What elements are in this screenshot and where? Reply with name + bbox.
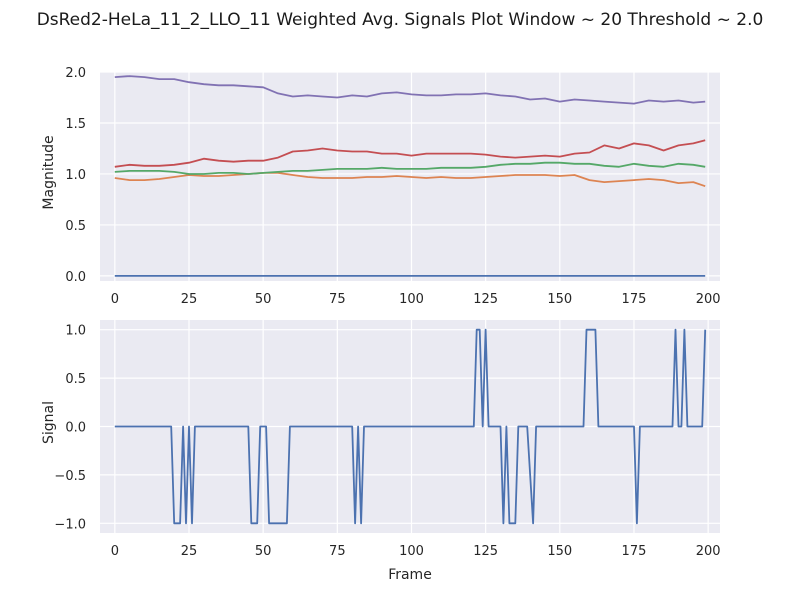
- magnitude-ytick-label: 0.0: [65, 270, 86, 285]
- signal-xtick-label: 150: [547, 544, 572, 559]
- signal-plot-ylabel: Signal: [41, 401, 57, 444]
- magnitude-ytick-label: 2.0: [65, 66, 86, 81]
- magnitude-series-line-5: [114, 75, 706, 105]
- signal-xtick-label: 75: [329, 544, 346, 559]
- signal-ytick-label: 0.0: [65, 421, 86, 436]
- signal-plot-series: [114, 328, 707, 525]
- magnitude-xtick-label: 125: [473, 292, 498, 307]
- magnitude-plot-ticks: 0 25 50 75 100 125 150 175 200 0.0 0.5 1.0 1.5 2.0: [65, 66, 720, 307]
- magnitude-xtick-label: 50: [255, 292, 272, 307]
- signal-xtick-label: 50: [255, 544, 272, 559]
- magnitude-xtick-label: 100: [399, 292, 424, 307]
- magnitude-ytick-label: 1.5: [65, 117, 86, 132]
- magnitude-xtick-label: 200: [696, 292, 721, 307]
- signal-ytick-label: 1.0: [65, 324, 86, 339]
- signal-ytick-label: 0.5: [65, 372, 86, 387]
- magnitude-ytick-label: 0.5: [65, 219, 86, 234]
- magnitude-plot-ylabel: Magnitude: [41, 135, 57, 209]
- magnitude-plot-series: [114, 75, 706, 277]
- signal-plot: 0 25 50 75 100 125 150 175 2001.00.50.0−0.5−1.0 …: [41, 320, 721, 583]
- magnitude-xtick-label: 150: [547, 292, 572, 307]
- signal-xtick-label: 200: [696, 544, 721, 559]
- magnitude-series-line-4: [114, 139, 706, 168]
- magnitude-xtick-label: 0: [111, 292, 119, 307]
- signal-ytick-label: −0.5: [54, 469, 86, 484]
- signal-xtick-label: 125: [473, 544, 498, 559]
- magnitude-series-line-2: [114, 171, 706, 188]
- magnitude-ytick-label: 1.0: [65, 168, 86, 183]
- figure-title: DsRed2-HeLa_11_2_LLO_11 Weighted Avg. Si…: [36, 10, 764, 30]
- signal-xtick-label: 100: [399, 544, 424, 559]
- signal-plot-ticks: 0 25 50 75 100 125 150 175 200 1.0 0.5 0.0 −0.5 −1.0: [54, 324, 720, 559]
- signal-ytick-label: −1.0: [54, 517, 86, 532]
- signal-plot-xlabel: Frame: [388, 567, 432, 583]
- magnitude-xtick-label: 25: [181, 292, 198, 307]
- magnitude-xtick-label: 175: [622, 292, 647, 307]
- magnitude-series-line-3: [114, 161, 706, 175]
- magnitude-plot: 0 25 50 75 100 125 150 175 200 0.0 0.5 1.0 1.5 2.0 Ma…: [41, 66, 721, 307]
- signal-xtick-label: 0: [111, 544, 119, 559]
- magnitude-xtick-label: 75: [329, 292, 346, 307]
- signal-xtick-label: 175: [622, 544, 647, 559]
- signal-series-line-1: [114, 328, 707, 525]
- signal-xtick-label: 25: [181, 544, 198, 559]
